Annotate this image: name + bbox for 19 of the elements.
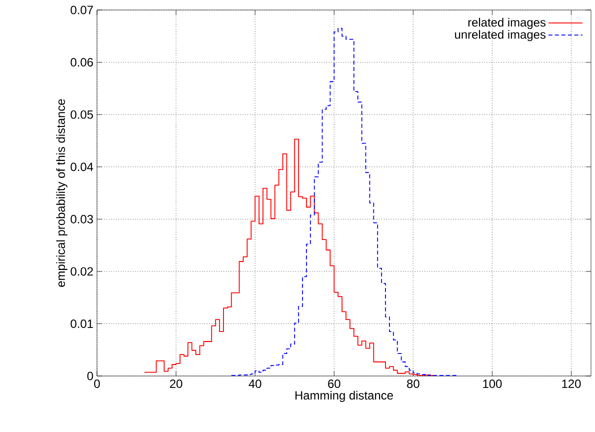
x-tick-label: 80: [407, 380, 420, 388]
legend-label: related images: [468, 18, 546, 29]
x-tick-label: 20: [170, 380, 182, 388]
y-tick-label: 0.06: [70, 58, 93, 67]
x-tick-label: 60: [328, 380, 340, 388]
x-tick-label: 120: [562, 380, 581, 388]
y-tick-label: 0.01: [70, 319, 93, 328]
x-axis-title: Hamming distance: [295, 390, 393, 402]
y-tick-label: 0.07: [70, 6, 93, 14]
x-tick-label: 100: [483, 380, 502, 388]
x-tick-label: 0: [94, 380, 100, 388]
legend-label: unrelated images: [455, 30, 546, 42]
y-axis-title: empirical probability of this distance: [56, 99, 68, 287]
y-tick-label: 0.03: [70, 214, 93, 224]
y-tick-label: 0.05: [70, 110, 93, 119]
y-tick-label: 0.04: [70, 162, 94, 172]
y-tick-label: 0: [87, 372, 94, 380]
x-tick-label: 40: [248, 380, 262, 388]
y-tick-label: 0.02: [70, 267, 93, 276]
